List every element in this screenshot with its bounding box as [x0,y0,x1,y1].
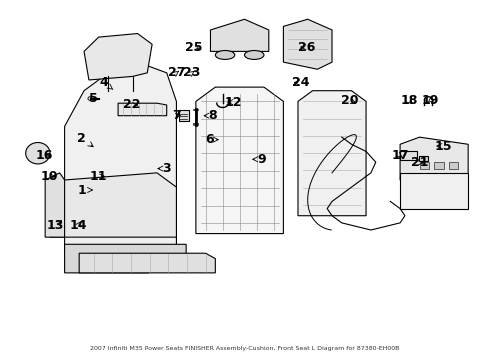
Text: 21: 21 [410,156,427,169]
Polygon shape [118,103,166,116]
Text: 10: 10 [40,170,58,183]
Polygon shape [283,19,331,69]
Polygon shape [64,66,176,251]
Polygon shape [79,253,215,273]
Text: 3: 3 [158,162,171,175]
Text: 24: 24 [291,76,308,89]
Bar [193,123,198,125]
Polygon shape [210,19,268,51]
Text: 2: 2 [77,132,93,147]
Text: 27: 27 [167,66,185,79]
Ellipse shape [88,97,92,100]
Text: 16: 16 [36,149,53,162]
Ellipse shape [26,143,50,164]
Text: 15: 15 [433,140,451,153]
Bar [448,162,458,169]
Text: 9: 9 [252,153,265,166]
Bar [193,109,198,111]
Text: 14: 14 [69,219,87,232]
Bar [399,152,416,160]
Text: 2007 Infiniti M35 Power Seats FINISHER Assembly-Cushion, Front Seat L Diagram fo: 2007 Infiniti M35 Power Seats FINISHER A… [90,346,398,351]
Text: 11: 11 [90,170,107,183]
Polygon shape [399,173,467,208]
Polygon shape [50,173,176,237]
Bar [418,156,427,161]
Text: 17: 17 [390,149,408,162]
Text: 20: 20 [340,94,358,107]
Text: 23: 23 [183,66,200,79]
Bar [433,162,443,169]
Text: 4: 4 [99,76,113,89]
Polygon shape [45,173,64,237]
Polygon shape [196,87,283,234]
Ellipse shape [244,50,264,59]
Polygon shape [64,244,186,273]
Text: 22: 22 [122,99,140,112]
Text: 1: 1 [77,184,92,197]
Polygon shape [179,111,188,121]
Text: 13: 13 [46,219,63,232]
Text: 19: 19 [421,94,438,107]
Text: 18: 18 [399,94,417,107]
Text: 7: 7 [172,109,181,122]
Bar [419,162,428,169]
Text: 12: 12 [224,96,242,109]
Polygon shape [399,137,467,187]
Polygon shape [84,33,152,80]
Ellipse shape [215,50,234,59]
Text: 6: 6 [205,133,218,146]
Text: 25: 25 [184,41,202,54]
Text: 5: 5 [89,92,98,105]
Polygon shape [297,91,366,216]
Text: 8: 8 [203,109,217,122]
Text: 26: 26 [298,41,315,54]
